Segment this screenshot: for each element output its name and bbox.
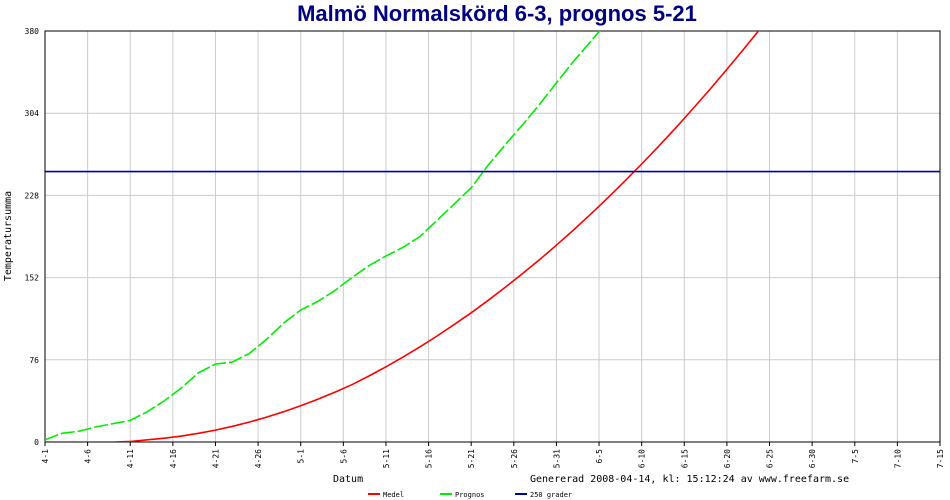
x-axis-ticks: 4-1 4-6 4-11 4-16 4-21 4-26 5-1 5-6 5-11 5-16 5-21… — [41, 442, 945, 468]
x-tick-label: 7-10 — [893, 449, 902, 468]
x-axis-label: Datum — [333, 474, 363, 485]
chart-title: Malmö Normalskörd 6-3, prognos 5-21 — [297, 1, 697, 26]
x-tick-label: 4-6 — [84, 449, 93, 464]
y-tick-label: 152 — [25, 274, 40, 283]
x-tick-label: 5-16 — [425, 449, 434, 468]
generated-footer: Genererad 2008-04-14, kl: 15:12:24 av ww… — [530, 474, 849, 485]
y-tick-label: 380 — [25, 27, 40, 36]
chart-legend: Medel Prognos 250 grader — [368, 491, 572, 499]
x-tick-label: 4-21 — [211, 449, 220, 468]
y-axis-ticks: 0 76 152 228 304 380 — [25, 27, 40, 447]
x-tick-label: 6-5 — [595, 449, 604, 464]
chart-grid — [45, 31, 940, 442]
series-line-medel — [45, 31, 760, 442]
x-tick-label: 5-11 — [382, 449, 391, 468]
x-tick-label: 6-25 — [766, 449, 775, 468]
y-tick-label: 304 — [25, 109, 40, 118]
x-tick-label: 6-30 — [808, 449, 817, 468]
x-tick-label: 4-26 — [254, 449, 263, 468]
legend-label: Prognos — [455, 491, 485, 499]
plot-frame — [44, 30, 941, 443]
x-tick-label: 4-16 — [169, 449, 178, 468]
legend-label: Medel — [383, 491, 404, 499]
y-tick-label: 228 — [25, 191, 40, 200]
y-tick-label: 76 — [29, 356, 39, 365]
x-tick-label: 6-15 — [680, 449, 689, 468]
series-line-prognos — [45, 31, 601, 441]
y-axis-label: Temperatursumma — [3, 191, 14, 281]
x-tick-label: 6-20 — [723, 449, 732, 468]
x-tick-label: 7-5 — [851, 449, 860, 464]
chart-series — [45, 31, 940, 442]
x-tick-label: 5-26 — [510, 449, 519, 468]
x-tick-label: 4-1 — [41, 449, 50, 464]
x-tick-label: 6-10 — [638, 449, 647, 468]
y-tick-label: 0 — [34, 438, 39, 447]
x-tick-label: 5-1 — [297, 449, 306, 464]
x-tick-label: 5-31 — [552, 449, 561, 468]
x-tick-label: 5-6 — [339, 449, 348, 464]
x-tick-label: 7-15 — [936, 449, 945, 468]
x-tick-label: 5-21 — [467, 449, 476, 468]
legend-label: 250 grader — [530, 491, 572, 499]
x-tick-label: 4-11 — [126, 449, 135, 468]
